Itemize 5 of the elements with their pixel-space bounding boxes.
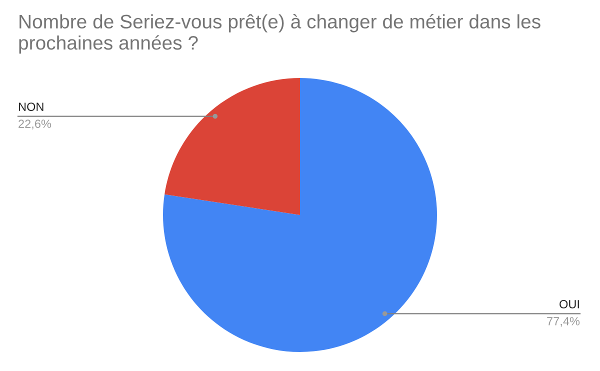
data-label: 77,4% (547, 317, 580, 327)
slice-label: NON (18, 102, 44, 111)
slice-label: OUI (560, 300, 579, 308)
chart-title: Nombre de Seriez-vous prêt(e) à changer de métier dans les prochaines années ? (19, 14, 540, 54)
data-label: 22,6% (18, 120, 52, 130)
